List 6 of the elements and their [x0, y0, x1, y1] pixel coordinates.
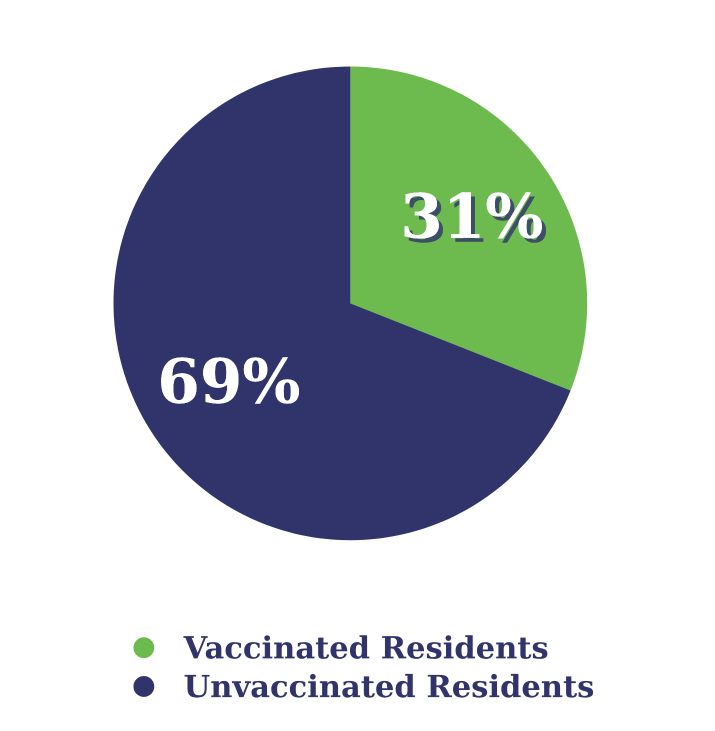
data-label: 69%	[161, 357, 304, 408]
legend-label: Vaccinated Residents	[183, 635, 548, 659]
data-label: 31%	[404, 192, 546, 243]
pie-slice	[114, 66, 571, 540]
pie-slice	[350, 66, 588, 391]
legend-label: Unvaccinated Residents	[184, 674, 594, 698]
